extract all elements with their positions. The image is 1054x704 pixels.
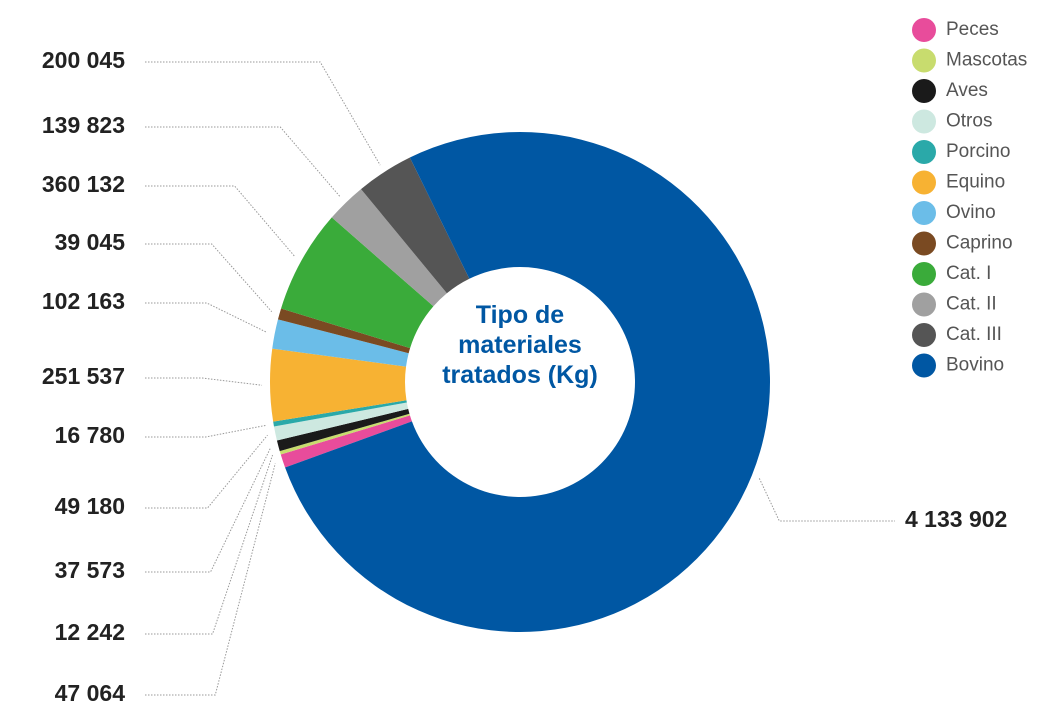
legend-swatch — [912, 79, 936, 103]
legend-swatch — [912, 323, 936, 347]
value-label: 251 537 — [42, 363, 125, 389]
legend-swatch — [912, 109, 936, 134]
legend-swatch — [912, 48, 936, 73]
legend-swatch — [912, 231, 936, 256]
legend-label: Aves — [946, 80, 988, 101]
leader-line — [145, 61, 381, 166]
legend-label: Porcino — [946, 141, 1010, 162]
legend-label: Otros — [946, 111, 992, 132]
chart-title: Tipo de materiales tratados (Kg) — [442, 301, 598, 389]
value-label: 102 163 — [42, 288, 125, 314]
slice — [280, 415, 412, 468]
slice — [269, 348, 407, 422]
legend-label: Cat. III — [946, 324, 1002, 345]
legend-label: Equino — [946, 172, 1005, 193]
legend-label: Bovino — [946, 355, 1004, 376]
leader-line — [145, 302, 268, 333]
value-label: 49 180 — [55, 493, 125, 519]
leader-line — [145, 424, 266, 438]
legend-swatch — [912, 201, 936, 225]
legend-swatch — [912, 292, 936, 317]
legend-label: Cat. II — [946, 294, 997, 315]
leader-line — [145, 447, 271, 573]
value-label: 39 045 — [55, 229, 126, 255]
value-label: 47 064 — [55, 680, 126, 704]
leader-line — [145, 377, 263, 386]
value-label: 360 132 — [42, 171, 125, 197]
slice — [276, 408, 410, 452]
slice — [279, 413, 410, 455]
slice — [281, 217, 434, 349]
legend-swatch — [912, 262, 936, 286]
slice — [361, 157, 470, 294]
value-label: 12 242 — [55, 619, 125, 645]
leader-line — [145, 243, 273, 313]
slice — [272, 319, 409, 367]
value-label: 139 823 — [42, 112, 125, 138]
slice — [273, 402, 409, 441]
value-label: 16 780 — [55, 422, 125, 448]
legend-swatch — [912, 18, 936, 42]
slice — [277, 308, 411, 354]
leader-line — [145, 434, 268, 509]
slice — [273, 400, 407, 427]
value-label: 4 133 902 — [905, 506, 1007, 532]
legend-label: Caprino — [946, 233, 1013, 254]
legend-swatch — [912, 353, 936, 378]
leader-line — [145, 463, 276, 696]
leader-line — [145, 454, 274, 635]
leader-line — [758, 478, 895, 522]
slice — [331, 189, 447, 307]
legend-label: Cat. I — [946, 263, 991, 284]
leader-line — [145, 126, 341, 198]
legend-label: Peces — [946, 19, 999, 40]
legend-label: Mascotas — [946, 50, 1027, 71]
legend-label: Ovino — [946, 202, 996, 223]
slice — [285, 131, 771, 633]
legend-swatch — [912, 140, 936, 164]
leader-line — [145, 185, 296, 257]
value-label: 200 045 — [42, 47, 125, 73]
value-label: 37 573 — [55, 557, 125, 583]
legend-swatch — [912, 170, 936, 195]
